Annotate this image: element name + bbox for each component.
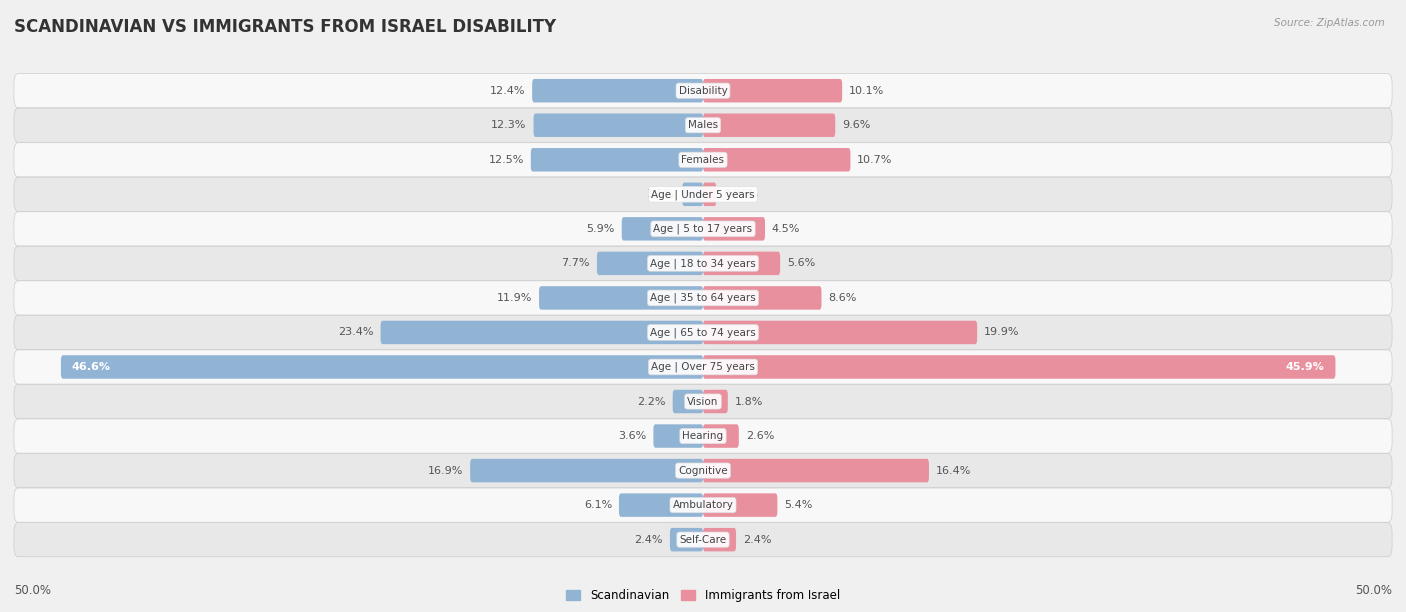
Text: 19.9%: 19.9% xyxy=(984,327,1019,337)
FancyBboxPatch shape xyxy=(470,459,703,482)
FancyBboxPatch shape xyxy=(14,212,1392,246)
FancyBboxPatch shape xyxy=(682,182,703,206)
FancyBboxPatch shape xyxy=(14,281,1392,315)
FancyBboxPatch shape xyxy=(14,73,1392,108)
Text: Females: Females xyxy=(682,155,724,165)
Text: Age | 5 to 17 years: Age | 5 to 17 years xyxy=(654,223,752,234)
FancyBboxPatch shape xyxy=(703,286,821,310)
Text: 7.7%: 7.7% xyxy=(561,258,591,269)
Text: 5.4%: 5.4% xyxy=(785,500,813,510)
FancyBboxPatch shape xyxy=(669,528,703,551)
Text: Age | 18 to 34 years: Age | 18 to 34 years xyxy=(650,258,756,269)
Text: 16.9%: 16.9% xyxy=(427,466,463,476)
FancyBboxPatch shape xyxy=(14,419,1392,453)
FancyBboxPatch shape xyxy=(531,148,703,171)
Text: 8.6%: 8.6% xyxy=(828,293,856,303)
FancyBboxPatch shape xyxy=(14,488,1392,522)
Text: 50.0%: 50.0% xyxy=(1355,584,1392,597)
FancyBboxPatch shape xyxy=(703,252,780,275)
Text: Ambulatory: Ambulatory xyxy=(672,500,734,510)
FancyBboxPatch shape xyxy=(14,246,1392,280)
FancyBboxPatch shape xyxy=(619,493,703,517)
FancyBboxPatch shape xyxy=(14,177,1392,211)
FancyBboxPatch shape xyxy=(14,350,1392,384)
Text: 2.4%: 2.4% xyxy=(742,535,772,545)
Text: 2.2%: 2.2% xyxy=(637,397,666,406)
FancyBboxPatch shape xyxy=(703,493,778,517)
Text: 5.6%: 5.6% xyxy=(787,258,815,269)
FancyBboxPatch shape xyxy=(703,321,977,344)
FancyBboxPatch shape xyxy=(531,79,703,102)
FancyBboxPatch shape xyxy=(14,315,1392,349)
Text: 12.4%: 12.4% xyxy=(489,86,526,95)
Text: 1.5%: 1.5% xyxy=(647,189,675,200)
FancyBboxPatch shape xyxy=(703,390,728,413)
FancyBboxPatch shape xyxy=(672,390,703,413)
Text: 4.5%: 4.5% xyxy=(772,224,800,234)
FancyBboxPatch shape xyxy=(703,459,929,482)
FancyBboxPatch shape xyxy=(654,424,703,448)
Text: 3.6%: 3.6% xyxy=(619,431,647,441)
FancyBboxPatch shape xyxy=(14,143,1392,177)
Text: Self-Care: Self-Care xyxy=(679,535,727,545)
FancyBboxPatch shape xyxy=(598,252,703,275)
Text: 12.5%: 12.5% xyxy=(488,155,524,165)
FancyBboxPatch shape xyxy=(14,108,1392,143)
FancyBboxPatch shape xyxy=(703,528,737,551)
Text: 5.9%: 5.9% xyxy=(586,224,614,234)
Text: Hearing: Hearing xyxy=(682,431,724,441)
FancyBboxPatch shape xyxy=(60,355,703,379)
Text: 9.6%: 9.6% xyxy=(842,120,870,130)
FancyBboxPatch shape xyxy=(621,217,703,241)
Text: Disability: Disability xyxy=(679,86,727,95)
Text: 46.6%: 46.6% xyxy=(72,362,111,372)
FancyBboxPatch shape xyxy=(703,355,1336,379)
Text: Vision: Vision xyxy=(688,397,718,406)
Text: Age | 65 to 74 years: Age | 65 to 74 years xyxy=(650,327,756,338)
Text: 0.96%: 0.96% xyxy=(723,189,758,200)
Text: 50.0%: 50.0% xyxy=(14,584,51,597)
Text: Age | Over 75 years: Age | Over 75 years xyxy=(651,362,755,372)
Text: SCANDINAVIAN VS IMMIGRANTS FROM ISRAEL DISABILITY: SCANDINAVIAN VS IMMIGRANTS FROM ISRAEL D… xyxy=(14,18,557,36)
Text: Males: Males xyxy=(688,120,718,130)
Legend: Scandinavian, Immigrants from Israel: Scandinavian, Immigrants from Israel xyxy=(561,584,845,606)
Text: 1.8%: 1.8% xyxy=(735,397,763,406)
Text: 6.1%: 6.1% xyxy=(583,500,612,510)
FancyBboxPatch shape xyxy=(703,79,842,102)
FancyBboxPatch shape xyxy=(703,217,765,241)
FancyBboxPatch shape xyxy=(703,113,835,137)
Text: 12.3%: 12.3% xyxy=(491,120,527,130)
Text: Age | 35 to 64 years: Age | 35 to 64 years xyxy=(650,293,756,303)
FancyBboxPatch shape xyxy=(381,321,703,344)
Text: 10.7%: 10.7% xyxy=(858,155,893,165)
Text: 45.9%: 45.9% xyxy=(1285,362,1324,372)
FancyBboxPatch shape xyxy=(538,286,703,310)
FancyBboxPatch shape xyxy=(703,424,738,448)
FancyBboxPatch shape xyxy=(703,148,851,171)
FancyBboxPatch shape xyxy=(703,182,716,206)
Text: Age | Under 5 years: Age | Under 5 years xyxy=(651,189,755,200)
FancyBboxPatch shape xyxy=(14,523,1392,557)
Text: 10.1%: 10.1% xyxy=(849,86,884,95)
FancyBboxPatch shape xyxy=(14,384,1392,419)
Text: 2.4%: 2.4% xyxy=(634,535,664,545)
Text: 16.4%: 16.4% xyxy=(936,466,972,476)
Text: Cognitive: Cognitive xyxy=(678,466,728,476)
FancyBboxPatch shape xyxy=(533,113,703,137)
Text: Source: ZipAtlas.com: Source: ZipAtlas.com xyxy=(1274,18,1385,28)
Text: 23.4%: 23.4% xyxy=(339,327,374,337)
FancyBboxPatch shape xyxy=(14,453,1392,488)
Text: 11.9%: 11.9% xyxy=(496,293,531,303)
Text: 2.6%: 2.6% xyxy=(745,431,775,441)
